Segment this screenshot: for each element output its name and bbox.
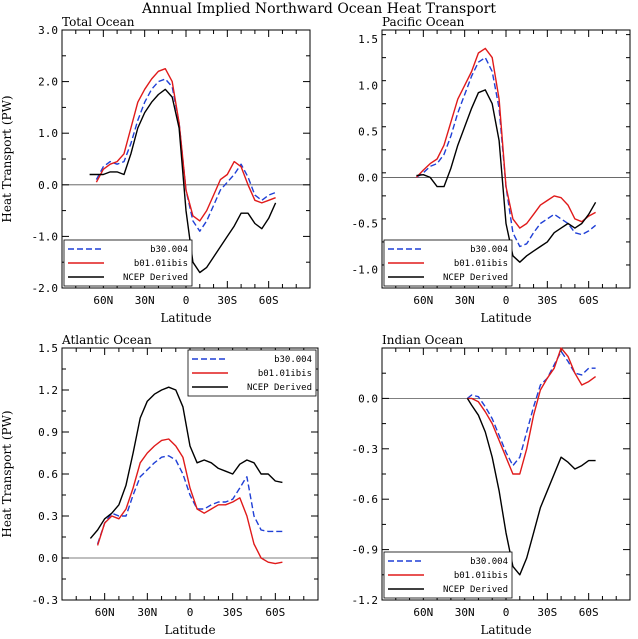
total-ocean-xtick-label: 30N: [135, 294, 155, 307]
total-ocean-ylabel: Heat Transport (PW): [0, 95, 14, 222]
indian-ocean-xlabel: Latitude: [480, 623, 531, 637]
pacific-ocean-legend-label-b30-004: b30.004: [470, 245, 508, 255]
atlantic-ocean-series-b30-004: [96, 455, 283, 545]
atlantic-ocean-xlabel: Latitude: [164, 623, 215, 637]
atlantic-ocean-panel: Atlantic Ocean -0.3 0.0 0.3 0.6 0.9 1.2 1.5 60N 3…: [0, 333, 319, 637]
total-ocean-legend-label-ncep-derived: NCEP Derived: [123, 273, 188, 283]
pacific-ocean-legend: b30.004 b01.01ibis NCEP Derived: [383, 239, 513, 287]
atlantic-ocean-legend: b30.004 b01.01ibis NCEP Derived: [187, 349, 317, 397]
indian-ocean-ytick-label: -0.3: [352, 443, 379, 456]
pacific-ocean-legend-label-b01-01ibis: b01.01ibis: [454, 259, 508, 269]
total-ocean-ytick-label: -1.0: [32, 230, 59, 243]
total-ocean-xtick-label: 0: [183, 294, 190, 307]
indian-ocean-legend-label-b30-004: b30.004: [470, 557, 508, 567]
atlantic-ocean-xtick-label: 30N: [137, 606, 157, 619]
atlantic-ocean-ytick-label: 1.5: [38, 342, 58, 355]
indian-ocean-legend-label-ncep-derived: NCEP Derived: [443, 585, 508, 595]
atlantic-ocean-ytick-label: -0.3: [32, 594, 59, 607]
pacific-ocean-xtick-label: 0: [503, 294, 510, 307]
pacific-ocean-ytick-label: -0.5: [352, 218, 379, 231]
total-ocean-ytick-label: -2.0: [32, 282, 59, 295]
atlantic-ocean-legend-label-b30-004: b30.004: [274, 355, 312, 365]
indian-ocean-title: Indian Ocean: [382, 333, 464, 347]
pacific-ocean-xtick-label: 60S: [579, 294, 599, 307]
indian-ocean-xtick-label: 60N: [413, 606, 433, 619]
pacific-ocean-ytick-label: 0.0: [358, 171, 378, 184]
atlantic-ocean-ytick-label: 0.3: [38, 510, 58, 523]
total-ocean-ytick-label: 3.0: [38, 24, 58, 37]
pacific-ocean-ytick-label: 0.5: [358, 125, 378, 138]
pacific-ocean-legend-label-ncep-derived: NCEP Derived: [443, 273, 508, 283]
pacific-ocean-xtick-label: 30N: [455, 294, 475, 307]
pacific-ocean-title: Pacific Ocean: [382, 15, 465, 29]
indian-ocean-legend-label-b01-01ibis: b01.01ibis: [454, 571, 508, 581]
total-ocean-panel: Total Ocean -2.0 -1.0 0.0 1.0 2.0 3.0 60N 30N 0 30…: [0, 15, 311, 325]
pacific-ocean-xtick-label: 60N: [413, 294, 433, 307]
atlantic-ocean-ytick-label: 0.6: [38, 468, 58, 481]
indian-ocean-ytick-label: -0.9: [352, 544, 379, 557]
pacific-ocean-xtick-label: 30S: [537, 294, 557, 307]
total-ocean-ytick-label: 1.0: [38, 127, 58, 140]
indian-ocean-legend: b30.004 b01.01ibis NCEP Derived: [383, 551, 513, 599]
atlantic-ocean-series-ncep-derived: [89, 386, 283, 539]
indian-ocean-xtick-label: 60S: [579, 606, 599, 619]
atlantic-ocean-xtick-label: 60S: [265, 606, 285, 619]
total-ocean-xtick-label: 30S: [217, 294, 237, 307]
atlantic-ocean-ytick-label: 1.2: [38, 384, 58, 397]
pacific-ocean-panel: Pacific Ocean -1.0 -0.5 0.0 0.5 1.0 1.5 60N 30N 0…: [352, 15, 631, 325]
atlantic-ocean-series-b01-01ibis: [96, 438, 283, 565]
indian-ocean-ytick-label: -1.2: [352, 594, 379, 607]
indian-ocean-panel: Indian Ocean -1.2 -0.9 -0.6 -0.3 0.0 60N 30N 0 30…: [352, 333, 631, 637]
pacific-ocean-series-b01-01ibis: [415, 47, 596, 229]
indian-ocean-xtick-label: 30S: [537, 606, 557, 619]
total-ocean-ytick-label: 2.0: [38, 76, 58, 89]
atlantic-ocean-xtick-label: 60N: [95, 606, 115, 619]
indian-ocean-ytick-label: -0.6: [352, 493, 379, 506]
atlantic-ocean-title: Atlantic Ocean: [61, 333, 152, 347]
total-ocean-xlabel: Latitude: [160, 311, 211, 325]
total-ocean-xtick-label: 60N: [93, 294, 113, 307]
pacific-ocean-ytick-label: 1.5: [358, 33, 378, 46]
total-ocean-series-ncep-derived: [89, 88, 277, 274]
indian-ocean-xtick-label: 0: [503, 606, 510, 619]
total-ocean-ytick-label: 0.0: [38, 179, 58, 192]
indian-ocean-series-b30-004: [466, 350, 596, 467]
indian-ocean-series-ncep-derived: [466, 398, 596, 576]
pacific-ocean-series-ncep-derived: [416, 89, 597, 263]
figure-title: Annual Implied Northward Ocean Heat Tran…: [141, 1, 496, 17]
indian-ocean-ytick-label: 0.0: [358, 392, 378, 405]
total-ocean-legend-label-b30-004: b30.004: [150, 245, 188, 255]
atlantic-ocean-ytick-label: 0.0: [38, 552, 58, 565]
total-ocean-legend: b30.004 b01.01ibis NCEP Derived: [63, 239, 193, 287]
indian-ocean-xtick-label: 30N: [455, 606, 475, 619]
atlantic-ocean-xtick-label: 30S: [223, 606, 243, 619]
indian-ocean-series-b01-01ibis: [467, 347, 597, 475]
pacific-ocean-xlabel: Latitude: [480, 311, 531, 325]
atlantic-ocean-ytick-label: 0.9: [38, 426, 58, 439]
total-ocean-legend-label-b01-01ibis: b01.01ibis: [134, 259, 188, 269]
atlantic-ocean-ylabel: Heat Transport (PW): [0, 410, 14, 537]
atlantic-ocean-xtick-label: 0: [187, 606, 194, 619]
atlantic-ocean-legend-label-b01-01ibis: b01.01ibis: [258, 369, 312, 379]
pacific-ocean-ytick-label: 1.0: [358, 79, 378, 92]
total-ocean-series-b01-01ibis: [95, 67, 276, 222]
atlantic-ocean-legend-label-ncep-derived: NCEP Derived: [247, 383, 312, 393]
total-ocean-xtick-label: 60S: [259, 294, 279, 307]
pacific-ocean-ytick-label: -1.0: [352, 264, 379, 277]
total-ocean-title: Total Ocean: [62, 15, 135, 29]
